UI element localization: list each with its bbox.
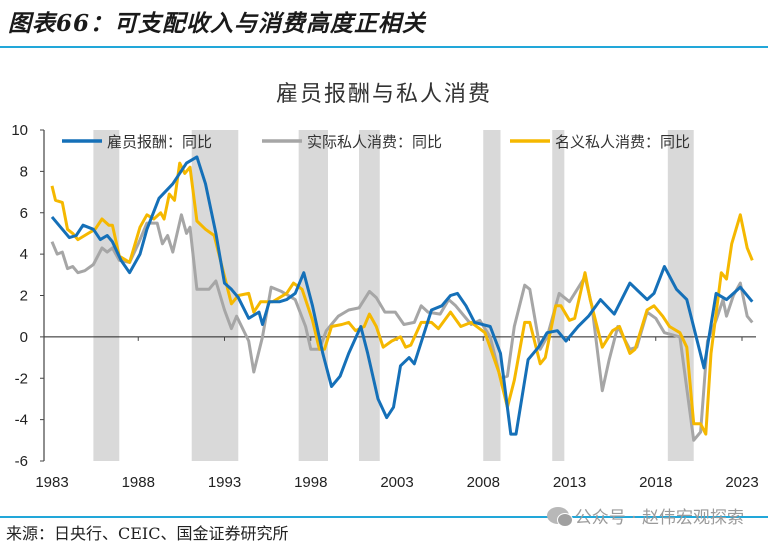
y-tick-label: 6 [20,205,28,222]
series-line-nominal [50,161,754,436]
x-tick-label: 1993 [208,474,241,491]
y-tick-label: 4 [20,246,28,263]
bottom-divider [0,516,768,518]
legend-label-comp: 雇员报酬：同比 [107,133,212,151]
chart-title: 雇员报酬与私人消费 [275,82,492,107]
watermark: 公众号 · 赵伟宏观探索 [546,503,744,528]
x-tick-label: 2008 [467,474,500,491]
x-tick-label: 2018 [639,474,672,491]
y-tick-label: 0 [20,329,28,346]
source-note: 来源：日央行、CEIC、国金证券研究所 [6,524,289,543]
y-tick-label: -6 [15,453,28,470]
x-tick-label: 1988 [122,474,155,491]
series-line-real [50,213,754,442]
wechat-icon [546,507,573,527]
recession-shade [191,130,239,461]
recession-shade [93,130,120,461]
recession-shade [359,130,380,461]
x-tick-label: 1983 [35,474,68,491]
y-tick-label: -4 [15,412,28,429]
recession-shade [483,130,501,461]
watermark-text: 公众号 · 赵伟宏观探索 [574,508,744,528]
series-line-comp [50,155,754,436]
y-tick-label: 10 [11,122,28,139]
y-tick-label: 8 [20,163,28,180]
legend-label-real: 实际私人消费：同比 [307,133,442,151]
top-divider [0,46,768,48]
y-tick-label: -2 [15,370,28,387]
x-tick-label: 2023 [725,474,758,491]
x-tick-label: 2003 [380,474,413,491]
x-tick-label: 2013 [553,474,586,491]
x-tick-label: 1998 [294,474,327,491]
y-tick-label: 2 [20,288,28,305]
figure-title: 图表66：可支配收入与消费高度正相关 [8,10,427,37]
legend-label-nominal: 名义私人消费：同比 [555,133,690,151]
